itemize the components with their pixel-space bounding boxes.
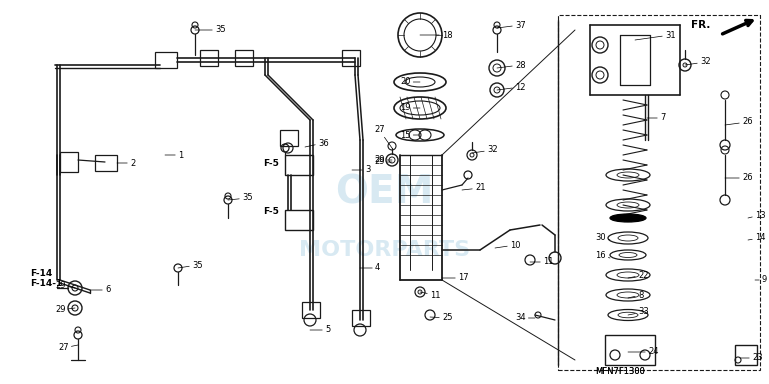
Text: 3: 3 [352,166,371,174]
Text: 14: 14 [748,233,765,243]
Text: MOTORPARTS: MOTORPARTS [299,240,470,260]
Text: 35: 35 [228,194,253,202]
Text: 28: 28 [497,61,526,70]
Text: 2: 2 [117,159,135,167]
Bar [735,345,757,365]
Text: 19: 19 [400,104,420,113]
Text: 18: 18 [420,30,453,40]
Text: 17: 17 [442,273,468,283]
Text: 29: 29 [55,306,75,314]
Text: 12: 12 [497,83,525,91]
Bar [200,50,218,66]
Bar [60,152,78,172]
Text: 15: 15 [400,131,420,139]
Text: 35: 35 [195,25,225,35]
Text: 29: 29 [374,156,392,164]
Text: 27: 27 [58,344,78,353]
Text: 8: 8 [628,291,644,300]
Text: 6: 6 [90,285,111,295]
Text: 35: 35 [178,260,202,270]
Text: 29: 29 [374,157,392,167]
Text: 16: 16 [595,250,610,260]
Bar [605,335,655,365]
Text: 26: 26 [725,174,753,182]
Bar [352,310,370,326]
Text: F-5: F-5 [263,207,279,217]
Text: 4: 4 [360,263,380,273]
Bar [302,302,320,318]
Text: 22: 22 [628,270,648,280]
Text: 24: 24 [628,348,658,356]
Text: 27: 27 [374,126,392,148]
Text: 13: 13 [748,210,766,220]
Text: 37: 37 [497,20,526,30]
Bar [285,210,313,230]
Text: 9: 9 [755,275,767,285]
Text: 30: 30 [595,232,610,242]
Text: 11: 11 [420,291,441,300]
Text: 10: 10 [495,240,521,250]
Bar [95,155,117,171]
Bar [280,130,298,146]
Text: FR.: FR. [691,20,710,30]
Text: 7: 7 [647,114,665,122]
Text: 31: 31 [635,30,676,40]
Text: 23: 23 [740,354,763,362]
Bar [558,15,760,370]
Text: 21: 21 [462,184,485,192]
Text: 25: 25 [430,313,452,323]
Bar [235,50,253,66]
Text: 32: 32 [685,58,711,66]
Text: 11: 11 [530,258,554,266]
Text: F-14: F-14 [30,268,52,278]
Bar [155,52,177,68]
Text: 5: 5 [310,326,330,334]
Bar [285,155,313,175]
Text: F-14-1: F-14-1 [30,278,62,288]
Text: F-5: F-5 [263,159,279,167]
Text: 33: 33 [628,308,649,316]
Text: OEM: OEM [335,173,434,211]
Text: MFN7F1300: MFN7F1300 [595,367,645,376]
Text: MFN7F1300: MFN7F1300 [595,367,645,376]
Bar [342,50,360,66]
Text: 20: 20 [400,78,420,86]
Text: 29: 29 [55,280,75,290]
Text: 1: 1 [165,151,183,159]
Text: 36: 36 [305,139,329,147]
Ellipse shape [610,214,646,222]
Text: 34: 34 [515,313,535,323]
Text: 26: 26 [725,118,753,126]
Text: 32: 32 [472,146,498,154]
